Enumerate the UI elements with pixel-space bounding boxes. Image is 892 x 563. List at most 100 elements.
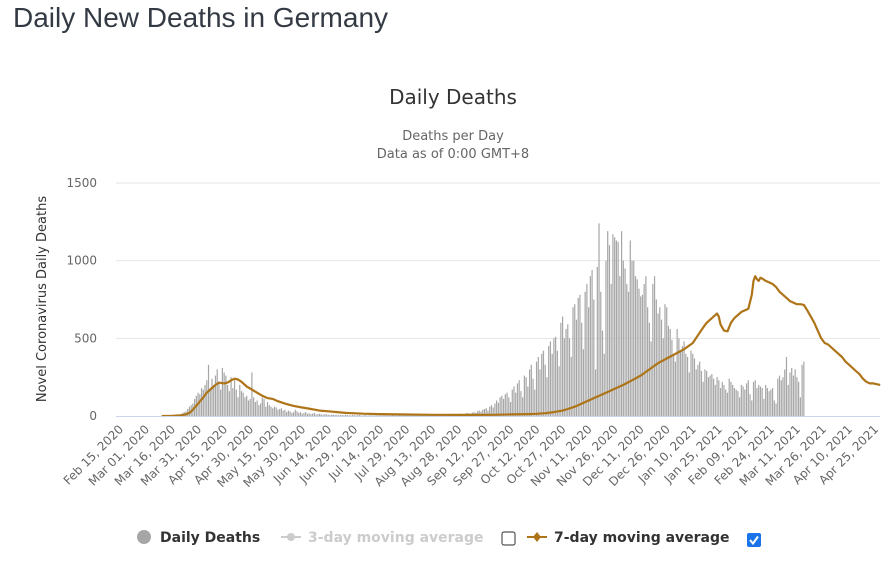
bar-daily-deaths [794, 369, 796, 416]
bar-daily-deaths [693, 358, 696, 416]
bar-daily-deaths [600, 291, 602, 416]
legend-item-3-day-average[interactable]: 3-day moving average [281, 530, 484, 546]
y-tick-label: 0 [89, 409, 97, 423]
bar-daily-deaths [501, 395, 503, 416]
bar-daily-deaths [680, 350, 682, 416]
bar-daily-deaths [759, 386, 762, 416]
bar-daily-deaths [678, 338, 680, 416]
bar-daily-deaths [589, 276, 591, 416]
bar-daily-deaths [544, 364, 546, 416]
bar-daily-deaths [626, 283, 628, 416]
checkbox-box[interactable] [747, 533, 761, 547]
bar-daily-deaths [492, 407, 494, 416]
bar-daily-deaths [240, 391, 243, 416]
bar-daily-deaths [799, 397, 801, 416]
bar-daily-deaths [209, 389, 211, 416]
legend: Daily Deaths 3-day moving average 7-day … [137, 530, 761, 547]
bar-daily-deaths [247, 400, 250, 416]
bar-daily-deaths [409, 415, 411, 416]
bar-daily-deaths [699, 361, 701, 416]
bar-daily-deaths [560, 322, 562, 416]
bar-daily-deaths [244, 397, 246, 416]
bar-daily-deaths [232, 388, 234, 416]
bar-daily-deaths [299, 412, 302, 416]
bar-daily-deaths [525, 377, 527, 416]
bar-daily-deaths [339, 414, 342, 416]
bar-daily-deaths [376, 415, 378, 416]
bar-daily-deaths [778, 375, 781, 416]
bar-daily-deaths [725, 389, 727, 416]
bar-daily-deaths [692, 353, 694, 416]
bar-daily-deaths [711, 374, 713, 416]
bar-daily-deaths [286, 412, 288, 416]
bar-daily-deaths [667, 325, 670, 416]
bar-daily-deaths [346, 415, 348, 416]
bar-daily-deaths [332, 414, 335, 416]
bar-daily-deaths [627, 291, 630, 416]
bar-daily-deaths [325, 414, 328, 416]
bar-daily-deaths [499, 397, 501, 416]
bar-daily-deaths [249, 398, 251, 416]
checkbox-3-day-average[interactable] [501, 531, 516, 546]
legend-item-daily-deaths[interactable]: Daily Deaths [137, 530, 260, 546]
checkbox-7-day-average[interactable] [747, 533, 761, 547]
bar-daily-deaths [358, 415, 361, 416]
bar-daily-deaths [251, 372, 253, 416]
bar-daily-deaths [268, 405, 270, 416]
bar-daily-deaths [586, 283, 588, 416]
bar-daily-deaths [265, 406, 267, 416]
bar-daily-deaths [188, 406, 191, 416]
bar-daily-deaths [404, 415, 406, 416]
bar-daily-deaths [529, 369, 531, 416]
bar-daily-deaths [216, 369, 218, 416]
bar-daily-deaths [496, 400, 498, 416]
bar-daily-deaths [513, 386, 515, 416]
bar-daily-deaths [483, 409, 486, 416]
bar-daily-deaths [612, 234, 614, 416]
bar-daily-deaths [624, 268, 626, 416]
bar-daily-deaths [334, 415, 336, 416]
y-tick-label: 1000 [66, 254, 97, 268]
bar-daily-deaths [574, 304, 576, 416]
bar-daily-deaths [490, 405, 493, 416]
bar-daily-deaths [284, 409, 286, 416]
bar-daily-deaths [593, 299, 595, 416]
bar-daily-deaths [202, 389, 204, 416]
legend-label-daily-deaths: Daily Deaths [160, 530, 260, 546]
bar-daily-deaths [690, 350, 692, 416]
bar-daily-deaths [650, 341, 652, 416]
bar-daily-deaths [227, 384, 229, 416]
bar-daily-deaths [282, 410, 284, 416]
bar-daily-deaths [739, 397, 741, 416]
legend-item-7-day-average[interactable]: 7-day moving average [527, 530, 730, 546]
bar-daily-deaths [516, 383, 519, 416]
bar-daily-deaths [556, 350, 558, 416]
bar-daily-deaths [223, 372, 225, 416]
legend-label-7-day-average: 7-day moving average [554, 530, 730, 546]
bar-daily-deaths [228, 391, 230, 416]
bar-daily-deaths [206, 380, 208, 416]
bar-daily-deaths [294, 409, 296, 416]
bar-daily-deaths [494, 403, 496, 416]
bar-daily-deaths [572, 307, 574, 416]
bar-daily-deaths [798, 381, 800, 416]
bar-daily-deaths [575, 319, 578, 416]
bar-daily-deaths [766, 388, 768, 416]
bar-daily-deaths [482, 409, 484, 416]
bar-daily-deaths [515, 392, 517, 416]
circle-icon [137, 530, 151, 544]
bar-daily-deaths [772, 388, 774, 416]
bar-daily-deaths [291, 412, 293, 416]
bar-daily-deaths [270, 406, 272, 416]
bar-daily-deaths [671, 339, 673, 416]
bar-daily-deaths [548, 346, 550, 416]
checkmark-icon [749, 535, 759, 546]
bar-daily-deaths [763, 398, 765, 416]
bar-daily-deaths [551, 353, 553, 416]
bar-daily-deaths [350, 415, 352, 416]
bar-daily-deaths [331, 414, 333, 416]
bar-daily-deaths [780, 380, 782, 416]
bar-daily-deaths [336, 414, 338, 416]
